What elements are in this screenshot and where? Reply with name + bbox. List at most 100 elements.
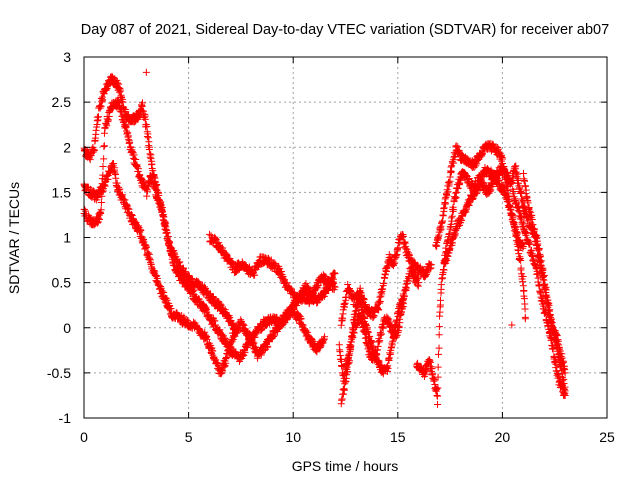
data-point bbox=[434, 373, 442, 381]
data-point bbox=[166, 239, 174, 247]
x-tick-label: 5 bbox=[185, 429, 193, 445]
data-point bbox=[560, 358, 568, 366]
data-point bbox=[310, 291, 318, 299]
data-point bbox=[360, 296, 368, 304]
data-point bbox=[344, 355, 352, 363]
data-point bbox=[231, 324, 239, 332]
data-point bbox=[97, 210, 105, 218]
data-point bbox=[151, 182, 159, 190]
data-point bbox=[468, 195, 476, 203]
x-tick-label: 0 bbox=[80, 429, 88, 445]
data-point bbox=[290, 288, 298, 296]
data-point bbox=[361, 314, 369, 322]
data-point bbox=[529, 221, 537, 229]
data-point bbox=[114, 97, 122, 105]
data-point bbox=[363, 324, 371, 332]
data-point bbox=[99, 163, 107, 171]
data-point bbox=[393, 317, 401, 325]
data-point bbox=[283, 279, 291, 287]
data-point bbox=[439, 271, 447, 279]
data-point bbox=[512, 232, 520, 240]
data-point bbox=[447, 220, 455, 228]
isolated-points bbox=[142, 68, 516, 408]
data-point bbox=[548, 335, 556, 343]
data-point bbox=[520, 202, 528, 210]
data-point bbox=[346, 287, 354, 295]
data-point bbox=[512, 162, 520, 170]
data-point bbox=[90, 146, 98, 154]
data-point bbox=[141, 115, 149, 123]
data-point bbox=[379, 285, 387, 293]
data-point bbox=[442, 244, 450, 252]
data-point bbox=[161, 218, 169, 226]
data-point bbox=[239, 321, 247, 329]
data-point bbox=[400, 292, 408, 300]
data-point bbox=[435, 323, 443, 331]
y-tick-label: 1.5 bbox=[52, 184, 72, 200]
x-axis-label: GPS time / hours bbox=[292, 458, 399, 474]
data-point bbox=[97, 102, 105, 110]
data-point bbox=[402, 284, 410, 292]
data-point bbox=[202, 334, 210, 342]
data-point bbox=[379, 324, 387, 332]
data-point bbox=[519, 244, 527, 252]
data-point bbox=[529, 255, 537, 263]
data-point bbox=[346, 357, 354, 365]
data-point bbox=[111, 169, 119, 177]
data-point bbox=[134, 165, 142, 173]
data-point bbox=[521, 177, 529, 185]
data-point bbox=[331, 270, 339, 278]
data-point bbox=[548, 315, 556, 323]
data-point bbox=[92, 126, 100, 134]
data-point bbox=[517, 189, 525, 197]
x-tick-label: 20 bbox=[495, 429, 511, 445]
data-point bbox=[508, 321, 516, 329]
data-point bbox=[369, 342, 377, 350]
data-point bbox=[435, 350, 443, 358]
data-point bbox=[561, 391, 569, 399]
data-point bbox=[439, 212, 447, 220]
data-point bbox=[176, 262, 184, 270]
data-point bbox=[459, 212, 467, 220]
data-point bbox=[558, 381, 566, 389]
data-point bbox=[456, 179, 464, 187]
data-point bbox=[81, 205, 89, 213]
data-point bbox=[433, 242, 441, 250]
data-point bbox=[437, 225, 445, 233]
series-7 bbox=[337, 230, 435, 329]
data-point bbox=[343, 368, 351, 376]
data-point bbox=[338, 362, 346, 370]
data-point bbox=[551, 359, 559, 367]
data-point bbox=[388, 341, 396, 349]
x-tick-label: 10 bbox=[285, 429, 301, 445]
data-point bbox=[427, 261, 435, 269]
data-point bbox=[396, 304, 404, 312]
data-point bbox=[533, 240, 541, 248]
data-point bbox=[218, 366, 226, 374]
data-point bbox=[344, 280, 352, 288]
data-point bbox=[415, 279, 423, 287]
data-point bbox=[518, 218, 526, 226]
data-point bbox=[398, 308, 406, 316]
data-point bbox=[349, 324, 357, 332]
data-point bbox=[258, 322, 266, 330]
data-point bbox=[376, 299, 384, 307]
data-point bbox=[241, 349, 249, 357]
data-point bbox=[130, 118, 138, 126]
series-2 bbox=[80, 159, 329, 378]
data-point bbox=[442, 193, 450, 201]
data-point bbox=[525, 207, 533, 215]
data-point bbox=[433, 392, 441, 400]
data-point bbox=[556, 344, 564, 352]
data-point bbox=[143, 185, 151, 193]
data-point bbox=[414, 274, 422, 282]
data-point bbox=[201, 328, 209, 336]
data-point bbox=[561, 366, 569, 374]
data-point bbox=[346, 350, 354, 358]
data-point bbox=[436, 226, 444, 234]
data-point bbox=[258, 325, 266, 333]
data-point bbox=[517, 264, 525, 272]
data-point bbox=[142, 68, 150, 76]
data-point bbox=[368, 337, 376, 345]
data-point bbox=[210, 293, 218, 301]
